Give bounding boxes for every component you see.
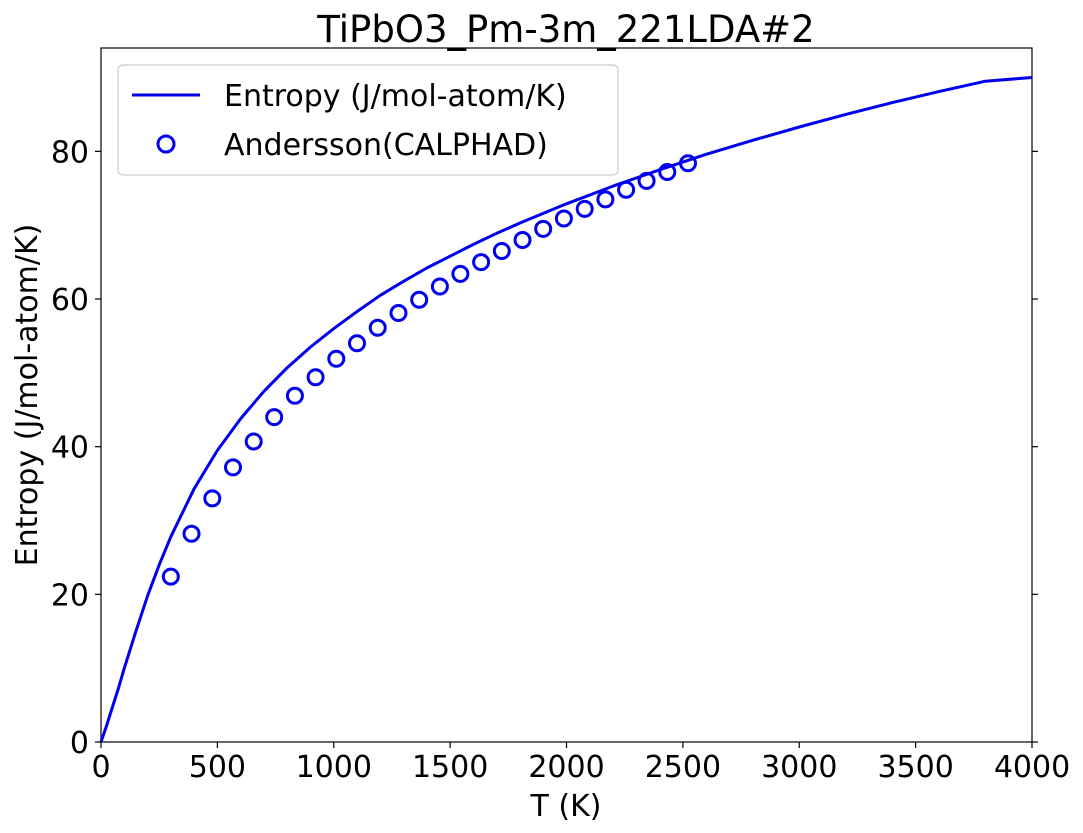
chart-title: TiPbO3_Pm-3m_221LDA#2 xyxy=(316,8,814,51)
calphad-point xyxy=(472,253,491,272)
calphad-point xyxy=(534,219,553,238)
calphad-point xyxy=(451,264,470,283)
calphad-point xyxy=(554,209,573,228)
calphad-point xyxy=(285,386,304,405)
y-tick-label: 60 xyxy=(51,283,89,318)
calphad-point xyxy=(637,171,656,190)
x-tick-label: 2000 xyxy=(528,750,604,785)
x-tick-label: 3000 xyxy=(761,750,837,785)
y-tick-label: 80 xyxy=(51,135,89,170)
calphad-point xyxy=(492,242,511,260)
calphad-point xyxy=(265,408,284,427)
y-tick-label: 20 xyxy=(51,578,89,613)
x-tick-label: 500 xyxy=(189,750,246,785)
series-layer xyxy=(99,76,1033,743)
x-axis-label: T (K) xyxy=(530,789,602,824)
x-tick-label: 2500 xyxy=(645,750,721,785)
legend-marker-swatch xyxy=(156,134,176,154)
calphad-point xyxy=(348,334,366,353)
calphad-point xyxy=(389,304,408,322)
y-axis: 0 20 40 60 80 xyxy=(51,135,1038,761)
calphad-point xyxy=(244,432,263,451)
y-tick-label: 0 xyxy=(70,726,89,761)
y-tick-label: 40 xyxy=(51,431,89,466)
x-tick-label: 0 xyxy=(91,750,110,785)
calphad-point xyxy=(182,524,201,543)
x-tick-label: 1000 xyxy=(296,750,372,785)
calphad-point xyxy=(224,458,242,477)
legend-entry-entropy: Entropy (J/mol-atom/K) xyxy=(224,79,567,114)
calphad-point xyxy=(368,318,387,337)
x-tick-label: 1500 xyxy=(412,750,488,785)
calphad-point xyxy=(679,154,697,173)
x-tick-label: 4000 xyxy=(994,750,1070,785)
y-axis-label: Entropy (J/mol-atom/K) xyxy=(10,224,45,567)
x-axis: 0 500 1000 1500 2000 2500 3000 3500 4000 xyxy=(91,742,1070,785)
calphad-point xyxy=(203,489,222,508)
entropy-line xyxy=(99,76,1033,743)
calphad-point xyxy=(596,190,615,209)
calphad-point xyxy=(430,277,449,296)
calphad-point xyxy=(161,567,180,586)
legend-entry-andersson: Andersson(CALPHAD) xyxy=(224,128,548,163)
calphad-point xyxy=(306,368,325,387)
calphad-point xyxy=(617,180,636,199)
x-tick-label: 3500 xyxy=(877,750,953,785)
legend: Entropy (J/mol-atom/K) Andersson(CALPHAD… xyxy=(117,64,619,176)
calphad-point xyxy=(575,199,594,218)
calphad-point xyxy=(327,349,346,368)
legend-box xyxy=(117,64,619,176)
calphad-point xyxy=(410,290,429,309)
calphad-point xyxy=(513,231,532,249)
calphad-point xyxy=(658,163,677,181)
